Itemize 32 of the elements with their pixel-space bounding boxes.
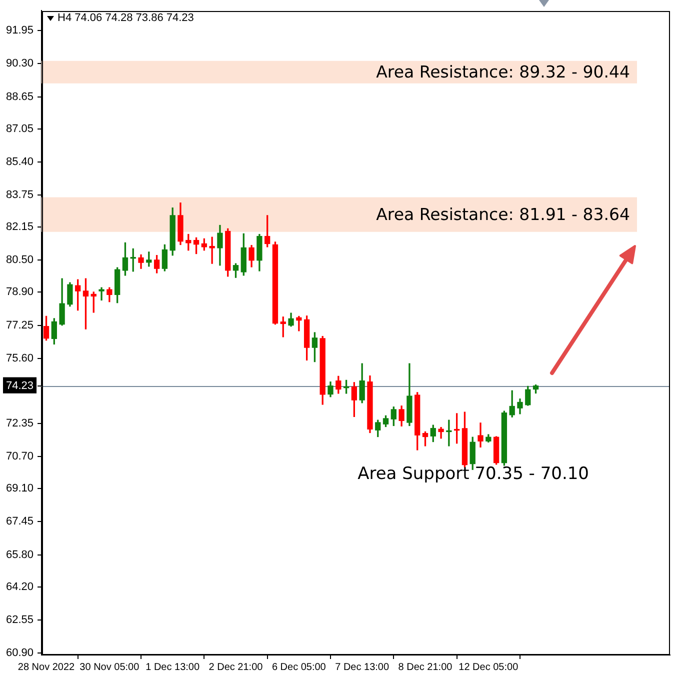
y-tick-label: 88.65 [6, 90, 34, 103]
y-tick-label: 64.20 [6, 580, 34, 593]
y-tick-label: 75.60 [6, 352, 34, 364]
y-tick-label: 90.30 [6, 58, 34, 70]
y-tick-label: 83.75 [6, 189, 34, 202]
x-tick-label: 1 Dec 13:00 [146, 662, 200, 673]
y-tick-label: 82.15 [6, 221, 34, 234]
y-tick-label: 74.23 [6, 380, 34, 392]
annotation: Area Support 70.35 - 70.10 [358, 464, 589, 484]
band-label: Area Resistance: 81.91 - 83.64 [376, 204, 630, 224]
y-tick-label: 77.25 [6, 319, 34, 332]
y-tick-label: 78.90 [6, 286, 34, 298]
x-tick-label: 12 Dec 05:00 [458, 662, 519, 673]
x-tick-label: 7 Dec 13:00 [335, 662, 390, 673]
y-tick-label: 72.35 [6, 418, 34, 430]
y-tick-label: 70.70 [6, 450, 34, 463]
x-tick-label: 6 Dec 05:00 [272, 662, 326, 673]
x-tick-label: 30 Nov 05:00 [80, 662, 140, 673]
y-tick-label: 60.90 [6, 647, 34, 660]
x-tick-label: 28 Nov 2022 [18, 662, 76, 673]
y-tick-label: 80.50 [6, 254, 34, 266]
y-tick-label: 91.95 [6, 24, 34, 37]
chart-title: H4 74.06 74.28 73.86 74.23 [58, 12, 194, 25]
x-tick-label: 8 Dec 21:00 [398, 662, 453, 673]
y-tick-label: 87.05 [6, 122, 34, 135]
y-tick-label: 69.10 [6, 482, 34, 495]
y-tick-label: 62.55 [6, 614, 34, 626]
y-tick-label: 65.80 [6, 548, 34, 561]
y-tick-label: 67.45 [6, 516, 34, 528]
x-tick-label: 2 Dec 21:00 [208, 662, 264, 673]
y-tick-label: 85.40 [6, 156, 34, 168]
band-label: Area Resistance: 89.32 - 90.44 [376, 62, 630, 82]
